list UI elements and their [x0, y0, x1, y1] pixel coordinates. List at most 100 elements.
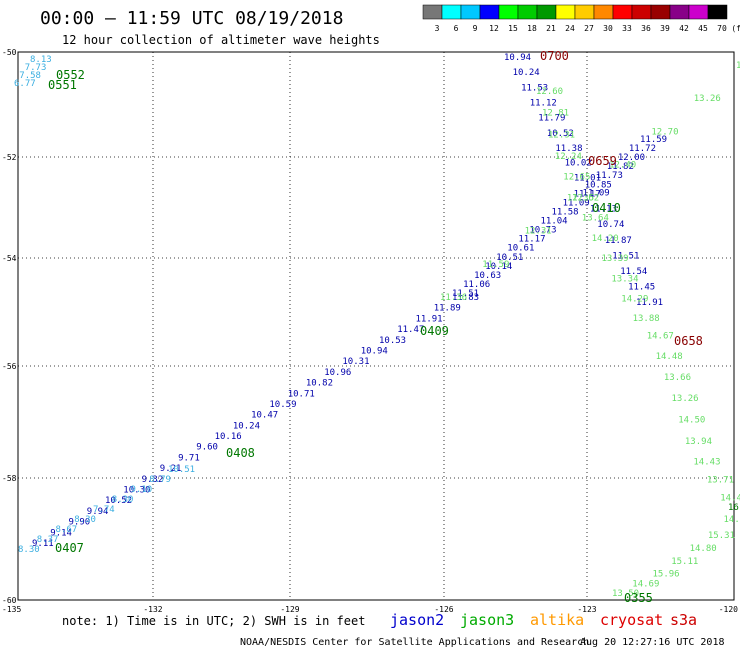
swh-value: 11.17 — [518, 235, 545, 245]
scale-swatch — [574, 4, 595, 20]
scale-swatch — [498, 4, 519, 20]
swh-value: 11.38 — [555, 144, 582, 154]
swh-value: 11.36 — [440, 293, 467, 303]
swh-value: 11.59 — [482, 260, 509, 270]
scale-swatch — [479, 4, 500, 20]
scale-swatch — [555, 4, 576, 20]
pass-time-label: 0551 — [48, 78, 77, 92]
swh-value: 10.94 — [504, 53, 531, 63]
swh-value: 9.32 — [142, 475, 164, 485]
swh-value: 11.54 — [620, 267, 647, 277]
swh-value: 10.74 — [597, 220, 624, 230]
swh-value: 11.58 — [552, 208, 579, 218]
swh-value: 10.61 — [507, 244, 534, 254]
swh-value: 14.20 — [592, 234, 619, 244]
latitude-tick-label: -56 — [2, 362, 17, 371]
swh-value: 10.71 — [288, 389, 315, 399]
swh-value: 16.2 — [728, 503, 740, 513]
swh-value: 14.67 — [647, 331, 674, 341]
swh-value: 14.50 — [678, 416, 705, 426]
satellite-legend: jason2 jason3 altika cryosat s3a — [390, 611, 697, 629]
swh-value: 8.67 — [56, 525, 78, 535]
scale-label: 18 — [527, 24, 537, 33]
longitude-tick-label: -135 — [2, 605, 21, 614]
swh-value: 10.73 — [529, 226, 556, 236]
latitude-tick-label: -58 — [2, 474, 17, 483]
longitude-tick-label: -120 — [719, 605, 738, 614]
scale-label: 39 — [660, 24, 670, 33]
axis-labels: -50 -52 -54 -56 -58 -60-135 -132 -129 -126 -123 -1… — [2, 48, 738, 614]
swh-value: 10.51 — [496, 253, 523, 263]
swh-value: 10.52 — [547, 129, 574, 139]
graticule — [18, 52, 734, 600]
swh-value: 11.09 — [563, 198, 590, 208]
swh-value: 9.10 — [131, 485, 153, 495]
swh-value: 10.02 — [565, 159, 592, 169]
swh-value: 8.37 — [37, 535, 59, 545]
satellite-name-altika: altika — [530, 611, 584, 629]
scale-swatch — [536, 4, 557, 20]
swh-value: 10.59 — [269, 400, 296, 410]
scale-label: 70 — [717, 24, 727, 33]
swh-value: 12.35 — [567, 194, 594, 204]
map-subtitle: 12 hour collection of altimeter wave hei… — [62, 33, 380, 47]
swh-value: 11.13 — [590, 204, 617, 214]
scale-label: 45 — [698, 24, 708, 33]
swh-value: 14.48 — [656, 352, 683, 362]
longitude-tick-label: -123 — [577, 605, 596, 614]
swh-value: 9.71 — [178, 453, 200, 463]
scale-swatch — [707, 4, 728, 20]
latitude-tick-label: -50 — [2, 48, 17, 57]
swh-value: 12.31 — [525, 227, 552, 237]
swh-value: 11.09 — [583, 189, 610, 199]
swh-value: 8.30 — [112, 495, 134, 505]
latitude-tick-label: -54 — [2, 254, 17, 263]
swh-value: 11.04 — [541, 217, 568, 227]
satellite-name-jason3: jason3 — [460, 611, 514, 629]
swh-value: 15.11 — [671, 557, 698, 567]
pass-time-label: 0658 — [674, 334, 703, 348]
swh-value: 12.31 — [548, 130, 575, 140]
generated-timestamp: Aug 20 12:27:16 UTC 2018 — [580, 637, 725, 648]
scale-label: 33 — [622, 24, 632, 33]
swh-value: 8.30 — [18, 545, 40, 555]
latitude-tick-label: -52 — [2, 153, 17, 162]
swh-value: 11.47 — [397, 325, 424, 335]
swh-value: 11.17 — [574, 189, 601, 199]
scale-swatch — [688, 4, 709, 20]
pass-time-label: 0659 — [588, 154, 617, 168]
swh-value: 8.13 — [30, 55, 52, 65]
pass-time-label: 0408 — [226, 446, 255, 460]
swh-value: 10.47 — [251, 411, 278, 421]
scale-label: (ft) — [731, 24, 740, 33]
swh-value: 9.60 — [196, 443, 218, 453]
swh-value: 14.69 — [632, 579, 659, 589]
map-title: 00:00 – 11:59 UTC 08/19/2018 — [40, 8, 343, 29]
swh-value: 12.62 — [572, 193, 599, 203]
scale-swatch — [612, 4, 633, 20]
swh-value: 9.94 — [87, 507, 109, 517]
swh-value: 11.51 — [612, 252, 639, 262]
swh-value: 11.01 — [574, 173, 601, 183]
scale-swatch — [441, 4, 462, 20]
swh-value: 15.31 — [708, 531, 735, 541]
pass-time-label: 0355 — [624, 591, 653, 605]
swh-value: 12.81 — [542, 109, 569, 119]
credit-line: NOAA/NESDIS Center for Satellite Applica… — [240, 637, 589, 648]
satellite-name-jason2: jason2 — [390, 611, 444, 629]
swh-value: 13.66 — [664, 373, 691, 383]
swh-value: 10.63 — [474, 271, 501, 281]
satellite-tracks: 8.137.737.586.779.119.149.909.9410.5210.… — [14, 53, 740, 599]
scale-label: 12 — [489, 24, 499, 33]
scale-label: 24 — [565, 24, 575, 33]
longitude-tick-label: -126 — [434, 605, 453, 614]
scale-label: 30 — [603, 24, 613, 33]
satellite-name-s3a: s3a — [670, 611, 697, 629]
swh-value: 15.96 — [653, 569, 680, 579]
scale-label: 9 — [473, 24, 478, 33]
swh-value: 10.30 — [123, 486, 150, 496]
scale-swatch — [517, 4, 538, 20]
swh-value: 10.85 — [585, 180, 612, 190]
swh-value: 10.82 — [306, 379, 333, 389]
